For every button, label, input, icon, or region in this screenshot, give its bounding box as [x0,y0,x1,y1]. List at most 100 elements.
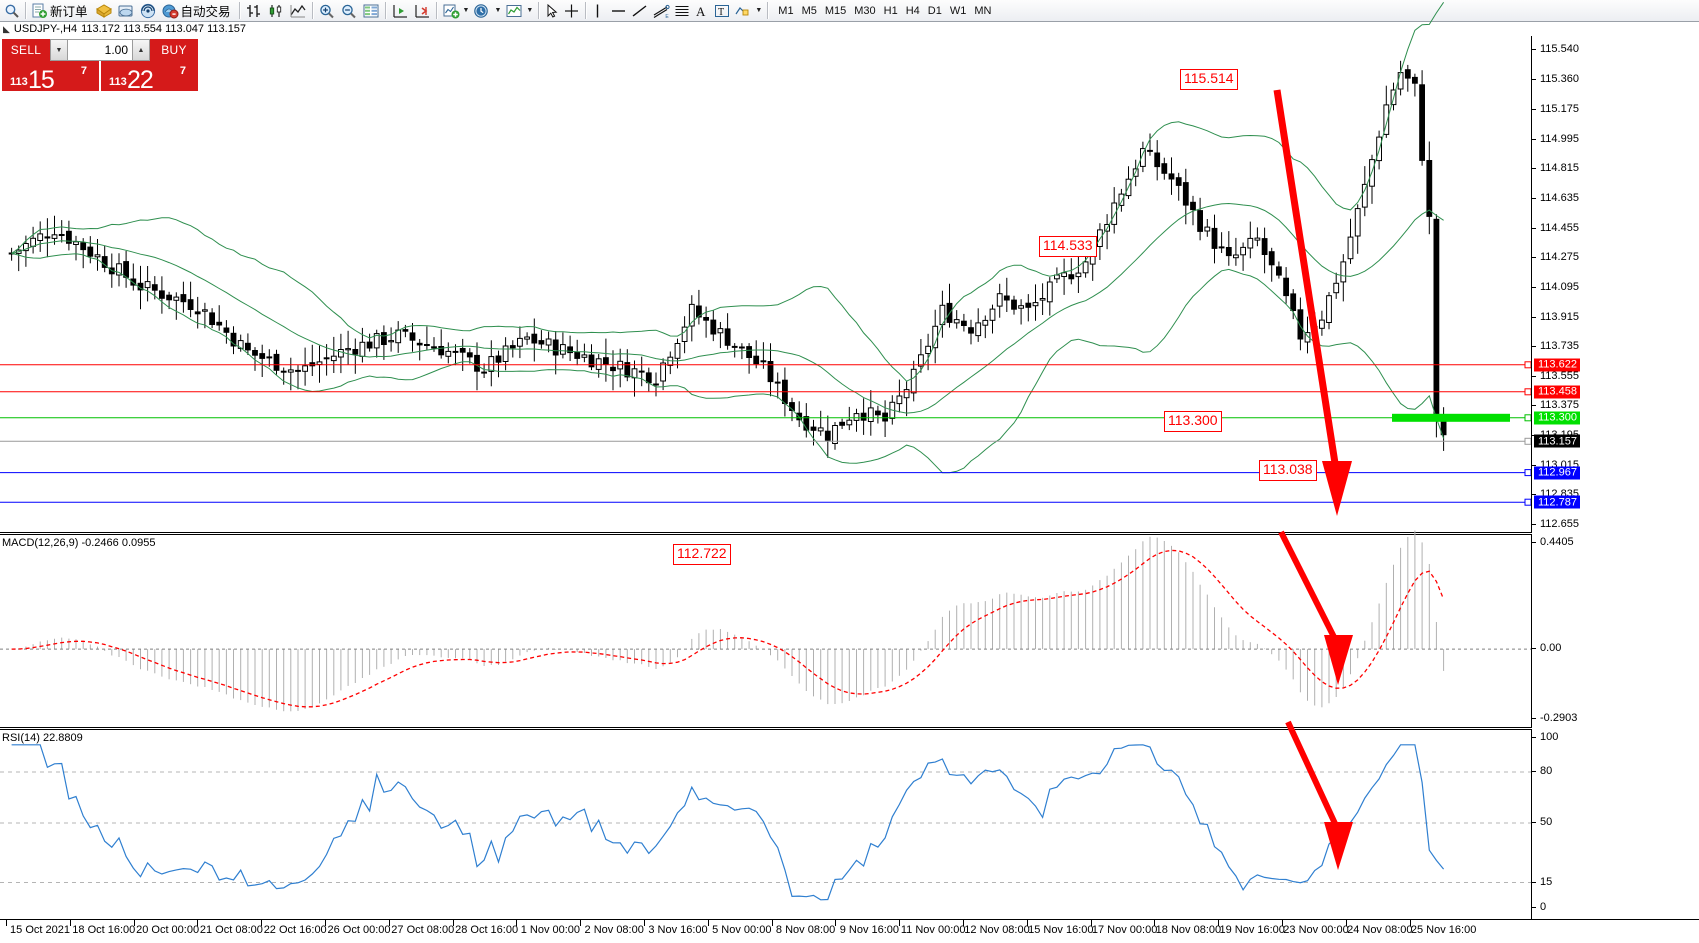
price-annotation-label[interactable]: 115.514 [1180,69,1238,90]
zoom-out-icon[interactable] [338,1,360,21]
period-m5[interactable]: M5 [801,4,817,17]
chevron-down-icon[interactable]: ▼ [462,7,470,14]
price-chart-pane[interactable]: 115.514 114.533 113.300 113.038 112.722 [0,2,1532,565]
symbol-name: USDJPY-,H4 [13,23,78,35]
time-divider [1345,920,1347,926]
time-divider [580,920,582,926]
equidistant-channel-icon[interactable]: E [650,1,672,21]
price-tag-last-price[interactable]: 113.157 [1534,434,1580,448]
axis-tick [1532,257,1536,259]
sell-button[interactable]: SELL [2,39,50,61]
buy-button[interactable]: BUY [150,39,198,61]
new-order-label: 新订单 [50,5,88,19]
signal-icon[interactable] [137,1,159,21]
axis-tick [1532,286,1536,288]
rsi-down-arrow[interactable] [1285,720,1353,870]
horizontal-line-icon[interactable] [609,1,629,21]
price-annotation-label[interactable]: 114.533 [1039,236,1097,257]
time-divider [197,920,199,926]
time-tick-label: 15 Oct 2021 [10,924,70,936]
period-w1[interactable]: W1 [949,4,967,17]
support-zone-rect[interactable] [1392,413,1510,422]
time-tick-label: 25 Nov 16:00 [1410,924,1477,936]
buy-price-display[interactable]: 113 22 7 [101,61,198,91]
period-m1[interactable]: M1 [778,4,794,17]
autotrading-button[interactable]: 自动交易 [159,1,236,21]
time-divider [388,920,390,926]
oct-header-row: SELL ▼ 1.00 ▲ BUY [2,39,198,61]
magnifier-icon[interactable] [2,1,22,21]
price-tag-resistance-line[interactable]: 113.458 [1534,385,1580,399]
candlestick-chart-icon[interactable] [265,1,287,21]
price-tag-target-line[interactable]: 112.787 [1534,495,1580,509]
volume-increase-button[interactable]: ▲ [132,39,150,61]
period-d1[interactable]: D1 [927,4,942,17]
price-annotation-label[interactable]: 113.038 [1259,460,1317,481]
period-selector-button[interactable]: ▼ [471,1,503,21]
price-down-arrow[interactable] [1273,89,1352,516]
toolbar-separator [238,2,240,19]
text-icon[interactable]: T [712,1,732,21]
period-mn[interactable]: MN [974,4,992,17]
time-divider [1409,920,1411,926]
time-divider [325,920,326,926]
period-h1[interactable]: H1 [883,4,898,17]
crosshair-icon[interactable] [562,1,582,21]
trendline-icon[interactable] [629,1,650,21]
time-divider [516,920,518,926]
bag-icon[interactable] [93,1,115,21]
cloud-terminal-icon[interactable] [115,1,137,21]
price-tag-target-line[interactable]: 112.967 [1534,466,1580,480]
macd-pane[interactable]: MACD(12,26,9) -0.2466 0.0955 [0,530,1531,728]
price-chart-canvas [0,2,1532,516]
time-tick-label: 11 Nov 00:00 [900,924,966,936]
templates-icon[interactable]: ▼ [503,1,535,21]
symbol-info-bar: ◣ USDJPY-,H4 113.172 113.554 113.047 113… [0,22,1699,36]
volume-input[interactable]: 1.00 [68,39,132,61]
macd-down-arrow[interactable] [1278,530,1353,685]
price-annotation-label[interactable]: 112.722 [673,544,731,565]
vertical-line-icon[interactable] [589,1,609,21]
chevron-down-icon[interactable]: ▼ [494,7,502,14]
price-tag-support-line[interactable]: 113.300 [1534,411,1580,425]
horizontal-price-lines[interactable] [0,361,1532,506]
price-annotation-label[interactable]: 113.300 [1164,411,1222,432]
bar-chart-icon[interactable] [243,1,265,21]
data-window-icon[interactable] [360,1,382,21]
time-tick-label: 2 Nov 08:00 [584,924,644,936]
sell-price-display[interactable]: 113 15 7 [2,61,99,91]
time-tick-label: 17 Nov 00:00 [1091,924,1158,936]
time-divider [69,920,71,926]
add-indicator-button[interactable]: ▼ [440,1,472,21]
price-axis[interactable]: 115.540 115.360 115.175 114.995 114.815 114.6… [1531,36,1699,533]
period-m30[interactable]: M30 [854,4,876,17]
time-tick-label: 8 Nov 08:00 [775,924,836,936]
chevron-down-icon[interactable]: ▼ [526,7,534,14]
shapes-icon[interactable]: ▼ [732,1,764,21]
collapse-icon[interactable]: ◣ [3,23,10,34]
chevron-down-icon[interactable]: ▼ [755,7,763,14]
rsi-tick-label: 100 [1540,731,1559,743]
auto-scroll-icon[interactable] [411,1,433,21]
time-divider [6,920,7,926]
time-axis[interactable]: 15 Oct 2021 18 Oct 16:00 20 Oct 00:00 21 Oc… [0,919,1699,943]
toolbar-separator [435,2,437,19]
axis-tick [1532,907,1536,908]
chart-shift-icon[interactable] [389,1,411,21]
cursor-icon[interactable] [542,1,562,21]
period-m15[interactable]: M15 [824,4,847,17]
macd-label: MACD(12,26,9) -0.2466 0.0955 [2,537,156,549]
rsi-pane[interactable]: RSI(14) 22.8809 [0,720,1531,919]
new-order-button[interactable]: 新订单 [29,1,93,21]
volume-decrease-button[interactable]: ▼ [50,39,68,61]
line-chart-icon[interactable] [287,1,309,21]
axis-tick [1532,198,1536,200]
fibonacci-icon[interactable] [672,1,692,21]
price-tag-resistance-line[interactable]: 113.622 [1534,358,1580,372]
text-label-icon[interactable]: A [692,1,712,21]
period-h4[interactable]: H4 [905,4,920,17]
time-tick-label: 20 Oct 00:00 [136,924,200,936]
time-tick-label: 12 Nov 08:00 [964,924,1030,936]
zoom-in-icon[interactable] [316,1,338,21]
